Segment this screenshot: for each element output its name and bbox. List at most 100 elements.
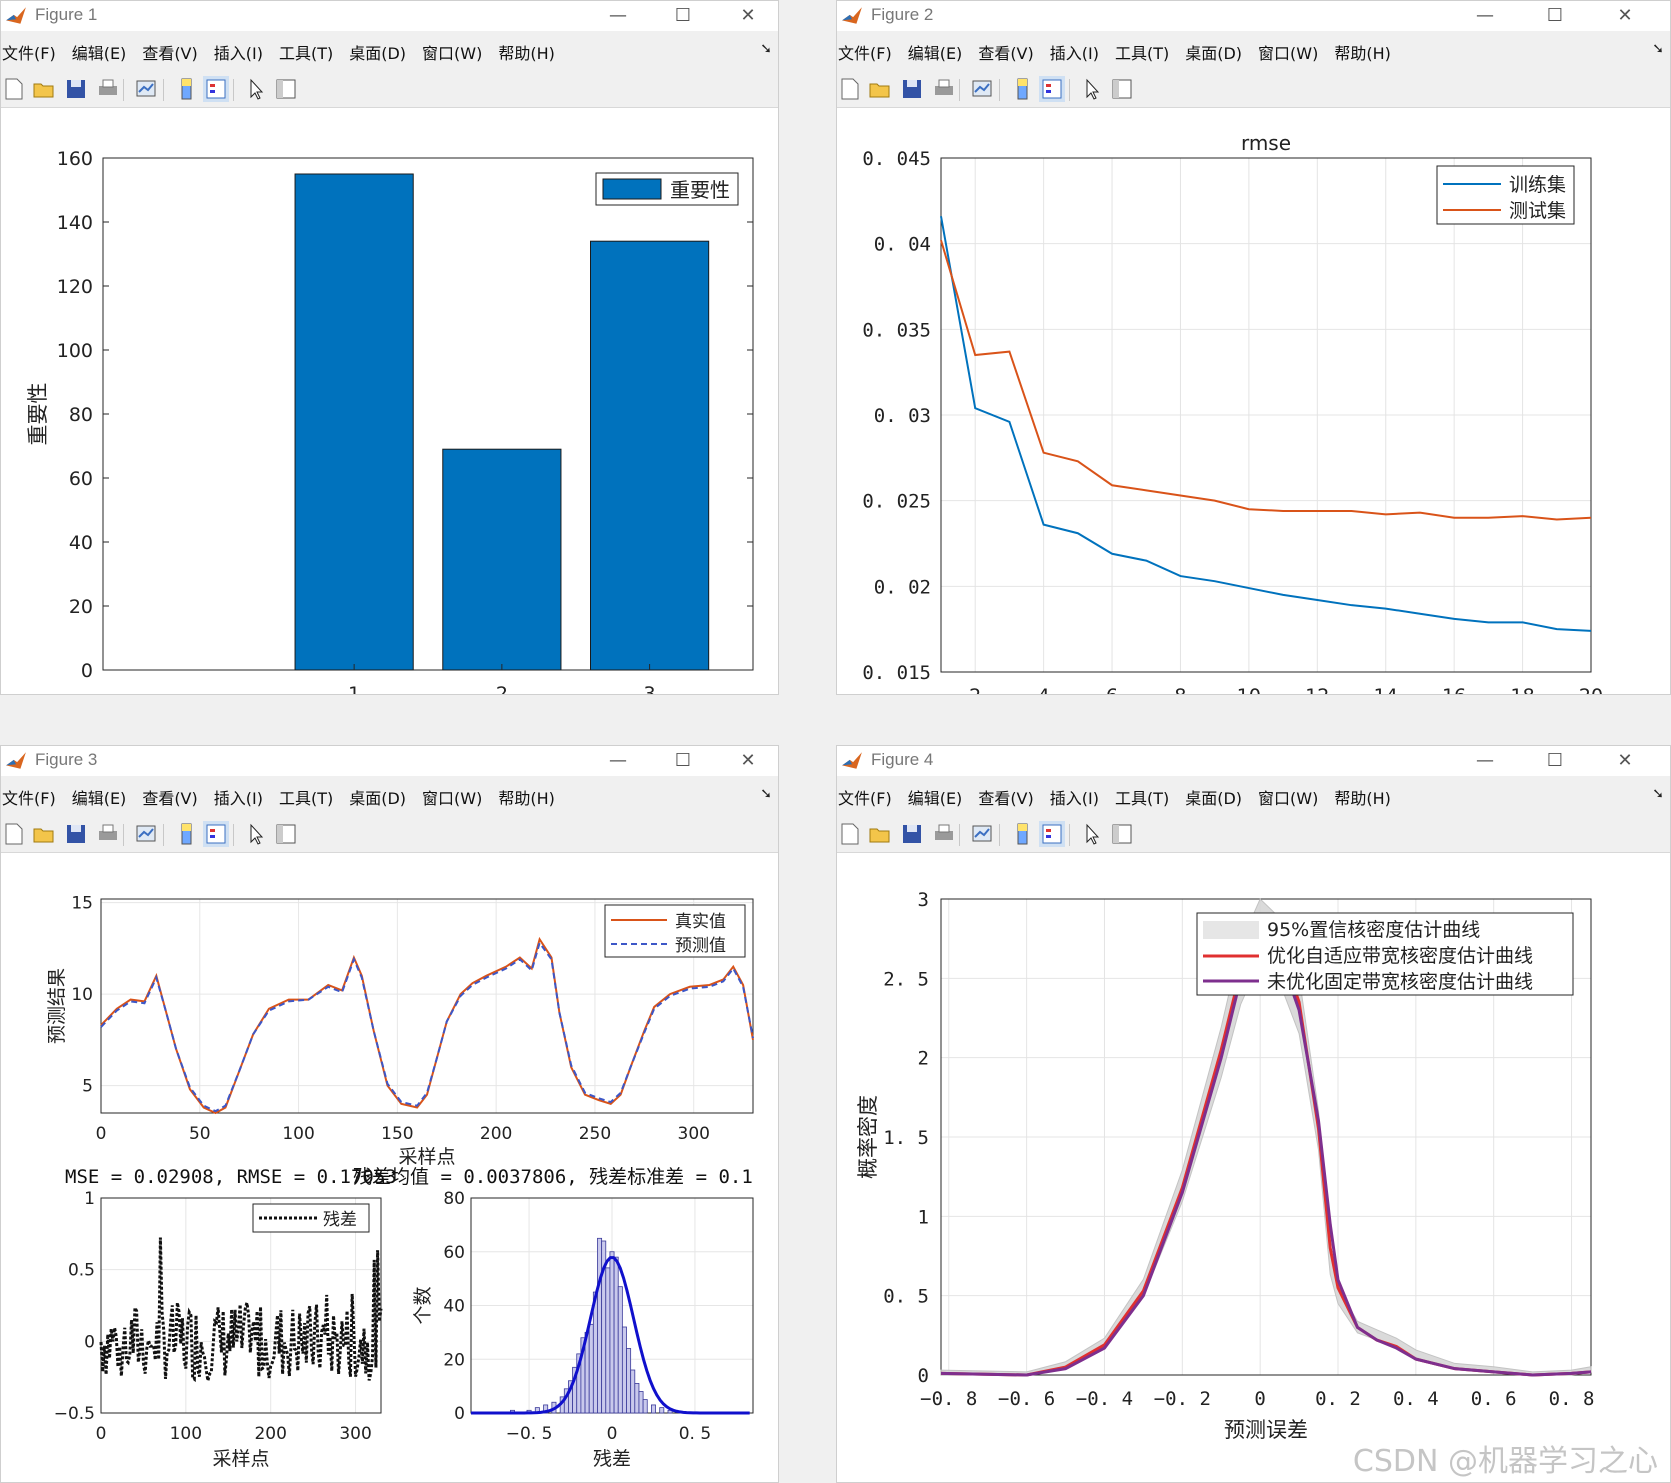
close-button[interactable]: ✕ [1617, 750, 1633, 771]
open-file-icon[interactable] [867, 76, 893, 102]
menu-tools[interactable]: 工具(T) [278, 789, 334, 808]
dock-arrow-icon[interactable]: ➘ [1652, 786, 1664, 802]
menu-insert[interactable]: 插入(I) [1049, 789, 1099, 808]
close-button[interactable]: ✕ [740, 750, 756, 771]
x-tick-label: 12 [1305, 685, 1329, 694]
toolbar-separator [1069, 79, 1070, 101]
menu-file[interactable]: 文件(F) [838, 789, 892, 808]
menu-desktop[interactable]: 桌面(D) [349, 789, 407, 808]
save-icon[interactable] [899, 76, 925, 102]
minimize-button[interactable]: — [1476, 5, 1494, 26]
colorbar-top [1018, 824, 1027, 831]
menu-view[interactable]: 查看(V) [978, 44, 1034, 63]
print-icon[interactable] [95, 76, 121, 102]
legend-icon[interactable] [1039, 821, 1065, 847]
dock-arrow-icon[interactable]: ➘ [760, 786, 772, 802]
new-figure-icon[interactable] [1, 821, 27, 847]
menu-desktop[interactable]: 桌面(D) [349, 44, 407, 63]
save-icon[interactable] [63, 76, 89, 102]
property-inspector-icon[interactable] [1109, 821, 1135, 847]
window-title: Figure 2 [871, 5, 934, 24]
dock-arrow-icon[interactable]: ➘ [760, 41, 772, 57]
y-tick-label: 100 [57, 340, 93, 362]
residual-line [99, 1237, 383, 1383]
x-axis-label: 预测误差 [1224, 1418, 1308, 1442]
link-plot-icon[interactable] [969, 76, 995, 102]
menu-help[interactable]: 帮助(H) [498, 44, 555, 63]
minimize-button[interactable]: — [609, 5, 627, 26]
menu-file[interactable]: 文件(F) [2, 44, 56, 63]
print-icon[interactable] [931, 76, 957, 102]
close-button[interactable]: ✕ [740, 5, 756, 26]
menu-insert[interactable]: 插入(I) [1049, 44, 1099, 63]
menu-tools[interactable]: 工具(T) [278, 44, 334, 63]
save-icon[interactable] [63, 821, 89, 847]
menu-view[interactable]: 查看(V) [142, 789, 198, 808]
menu-desktop[interactable]: 桌面(D) [1185, 44, 1243, 63]
menu-help[interactable]: 帮助(H) [1334, 789, 1391, 808]
open-file-icon[interactable] [867, 821, 893, 847]
new-figure-icon[interactable] [1, 76, 27, 102]
x-tick-label: 0. 5 [679, 1424, 711, 1444]
menu-file[interactable]: 文件(F) [838, 44, 892, 63]
select-arrow-icon[interactable] [243, 821, 269, 847]
link-plot-icon[interactable] [969, 821, 995, 847]
menu-edit[interactable]: 编辑(E) [71, 44, 127, 63]
menu-file[interactable]: 文件(F) [2, 789, 56, 808]
menu-insert[interactable]: 插入(I) [213, 44, 263, 63]
menu-insert[interactable]: 插入(I) [213, 789, 263, 808]
open-file-icon[interactable] [31, 821, 57, 847]
menu-desktop[interactable]: 桌面(D) [1185, 789, 1243, 808]
maximize-button[interactable]: ☐ [1546, 5, 1564, 26]
figure-canvas: 2 4 6 8 10 12 14 16 18 20 0. 015 0. 02 0. 025 0. 03 0.… [837, 108, 1670, 694]
maximize-button[interactable]: ☐ [1546, 750, 1564, 771]
legend-icon[interactable] [203, 76, 229, 102]
maximize-button[interactable]: ☐ [674, 5, 692, 26]
open-file-icon[interactable] [31, 76, 57, 102]
menu-view[interactable]: 查看(V) [142, 44, 198, 63]
close-button[interactable]: ✕ [1617, 5, 1633, 26]
menu-view[interactable]: 查看(V) [978, 789, 1034, 808]
legend-icon[interactable] [1039, 76, 1065, 102]
select-arrow-icon[interactable] [1079, 821, 1105, 847]
legend-icon[interactable] [203, 821, 229, 847]
print-icon[interactable] [95, 821, 121, 847]
property-inspector-icon[interactable] [273, 821, 299, 847]
menu-window[interactable]: 窗口(W) [1258, 789, 1319, 808]
select-arrow-icon[interactable] [1079, 76, 1105, 102]
new-figure-icon[interactable] [837, 76, 863, 102]
minimize-button[interactable]: — [609, 750, 627, 771]
menu-edit[interactable]: 编辑(E) [907, 44, 963, 63]
menu-help[interactable]: 帮助(H) [498, 789, 555, 808]
maximize-button[interactable]: ☐ [674, 750, 692, 771]
print-icon[interactable] [931, 821, 957, 847]
new-figure-icon[interactable] [837, 821, 863, 847]
select-arrow-icon[interactable] [243, 76, 269, 102]
x-axis-label: 残差 [593, 1448, 631, 1470]
menu-window[interactable]: 窗口(W) [422, 789, 483, 808]
property-inspector-icon[interactable] [1109, 76, 1135, 102]
link-plot-icon[interactable] [133, 821, 159, 847]
legend-box [604, 904, 746, 958]
menu-window[interactable]: 窗口(W) [422, 44, 483, 63]
menu-edit[interactable]: 编辑(E) [907, 789, 963, 808]
colorbar-icon[interactable] [173, 821, 199, 847]
legend-frame [206, 824, 226, 844]
menu-edit[interactable]: 编辑(E) [71, 789, 127, 808]
menu-tools[interactable]: 工具(T) [1114, 789, 1170, 808]
save-icon[interactable] [899, 821, 925, 847]
menu-tools[interactable]: 工具(T) [1114, 44, 1170, 63]
colorbar-icon[interactable] [173, 76, 199, 102]
inspector-panel [1113, 80, 1119, 98]
minimize-button[interactable]: — [1476, 750, 1494, 771]
dock-arrow-icon[interactable]: ➘ [1652, 41, 1664, 57]
menu-window[interactable]: 窗口(W) [1258, 44, 1319, 63]
menu-help[interactable]: 帮助(H) [1334, 44, 1391, 63]
colorbar-icon[interactable] [1009, 821, 1035, 847]
printer-paper [938, 824, 950, 833]
property-inspector-icon[interactable] [273, 76, 299, 102]
legend-frame [1042, 824, 1062, 844]
colorbar-icon[interactable] [1009, 76, 1035, 102]
link-plot-icon[interactable] [133, 76, 159, 102]
folder-shape [869, 83, 890, 98]
